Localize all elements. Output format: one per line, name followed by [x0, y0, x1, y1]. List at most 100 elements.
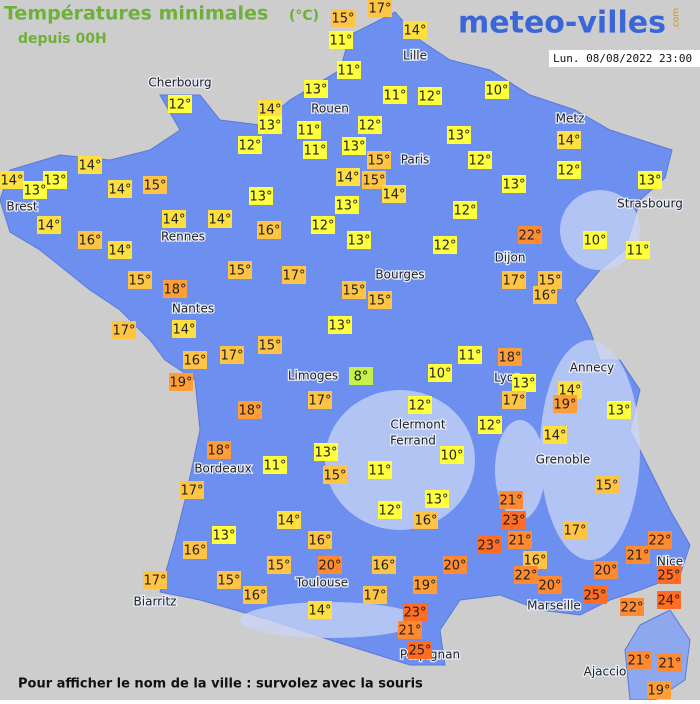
- temperature-label[interactable]: 16°: [183, 541, 207, 559]
- temperature-label[interactable]: 17°: [143, 571, 167, 589]
- temperature-label[interactable]: 19°: [169, 373, 193, 391]
- temperature-label[interactable]: 14°: [0, 171, 24, 189]
- temperature-label[interactable]: 14°: [78, 156, 102, 174]
- temperature-label[interactable]: 15°: [342, 281, 366, 299]
- temperature-label[interactable]: 23°: [477, 536, 501, 554]
- temperature-label[interactable]: 17°: [112, 321, 136, 339]
- temperature-label[interactable]: 12°: [311, 216, 335, 234]
- temperature-label[interactable]: 16°: [257, 221, 281, 239]
- temperature-label[interactable]: 14°: [403, 21, 427, 39]
- temperature-label[interactable]: 18°: [163, 280, 187, 298]
- temperature-label[interactable]: 20°: [594, 561, 618, 579]
- temperature-label[interactable]: 14°: [558, 381, 582, 399]
- temperature-label[interactable]: 20°: [443, 556, 467, 574]
- temperature-label[interactable]: 18°: [498, 348, 522, 366]
- temperature-label[interactable]: 15°: [258, 336, 282, 354]
- temperature-label[interactable]: 10°: [485, 81, 509, 99]
- temperature-label[interactable]: 20°: [318, 556, 342, 574]
- temperature-label[interactable]: 11°: [368, 461, 392, 479]
- temperature-label[interactable]: 12°: [418, 87, 442, 105]
- temperature-label[interactable]: 17°: [368, 0, 392, 17]
- temperature-label[interactable]: 23°: [403, 603, 427, 621]
- temperature-label[interactable]: 15°: [362, 171, 386, 189]
- temperature-label[interactable]: 13°: [258, 116, 282, 134]
- temperature-label[interactable]: 13°: [249, 187, 273, 205]
- temperature-label[interactable]: 8°: [349, 367, 373, 385]
- temperature-label[interactable]: 14°: [108, 180, 132, 198]
- temperature-label[interactable]: 17°: [502, 271, 526, 289]
- temperature-label[interactable]: 14°: [543, 426, 567, 444]
- temperature-label[interactable]: 13°: [335, 196, 359, 214]
- temperature-label[interactable]: 21°: [626, 546, 650, 564]
- temperature-label[interactable]: 17°: [363, 586, 387, 604]
- temperature-label[interactable]: 12°: [453, 201, 477, 219]
- temperature-label[interactable]: 15°: [367, 151, 391, 169]
- temperature-label[interactable]: 17°: [180, 481, 204, 499]
- temperature-label[interactable]: 15°: [228, 261, 252, 279]
- temperature-label[interactable]: 17°: [308, 391, 332, 409]
- temperature-label[interactable]: 14°: [277, 511, 301, 529]
- temperature-label[interactable]: 12°: [557, 161, 581, 179]
- temperature-label[interactable]: 13°: [328, 316, 352, 334]
- temperature-label[interactable]: 16°: [78, 231, 102, 249]
- temperature-label[interactable]: 19°: [413, 576, 437, 594]
- temperature-label[interactable]: 11°: [263, 456, 287, 474]
- temperature-label[interactable]: 14°: [382, 185, 406, 203]
- temperature-label[interactable]: 21°: [658, 654, 682, 672]
- temperature-label[interactable]: 12°: [408, 396, 432, 414]
- temperature-label[interactable]: 15°: [538, 271, 562, 289]
- temperature-label[interactable]: 13°: [425, 490, 449, 508]
- temperature-label[interactable]: 15°: [128, 271, 152, 289]
- temperature-label[interactable]: 12°: [478, 416, 502, 434]
- temperature-label[interactable]: 17°: [502, 391, 526, 409]
- temperature-label[interactable]: 14°: [308, 601, 332, 619]
- temperature-label[interactable]: 19°: [647, 681, 671, 699]
- temperature-label[interactable]: 14°: [162, 210, 186, 228]
- temperature-label[interactable]: 14°: [557, 131, 581, 149]
- temperature-label[interactable]: 23°: [502, 511, 526, 529]
- temperature-label[interactable]: 13°: [512, 374, 536, 392]
- temperature-label[interactable]: 14°: [208, 210, 232, 228]
- temperature-label[interactable]: 20°: [538, 576, 562, 594]
- temperature-label[interactable]: 22°: [514, 566, 538, 584]
- temperature-label[interactable]: 18°: [207, 441, 231, 459]
- temperature-label[interactable]: 25°: [657, 566, 681, 584]
- temperature-label[interactable]: 22°: [648, 531, 672, 549]
- temperature-label[interactable]: 25°: [583, 586, 607, 604]
- temperature-label[interactable]: 15°: [323, 466, 347, 484]
- temperature-label[interactable]: 15°: [267, 556, 291, 574]
- temperature-label[interactable]: 22°: [518, 226, 542, 244]
- temperature-label[interactable]: 10°: [583, 231, 607, 249]
- temperature-label[interactable]: 14°: [258, 100, 282, 118]
- temperature-label[interactable]: 13°: [314, 443, 338, 461]
- temperature-label[interactable]: 13°: [212, 526, 236, 544]
- temperature-label[interactable]: 13°: [304, 80, 328, 98]
- temperature-label[interactable]: 11°: [303, 141, 327, 159]
- temperature-label[interactable]: 15°: [331, 9, 355, 27]
- temperature-label[interactable]: 15°: [143, 176, 167, 194]
- temperature-label[interactable]: 21°: [398, 621, 422, 639]
- temperature-label[interactable]: 15°: [217, 571, 241, 589]
- temperature-label[interactable]: 14°: [108, 241, 132, 259]
- temperature-label[interactable]: 16°: [183, 351, 207, 369]
- temperature-label[interactable]: 15°: [368, 291, 392, 309]
- temperature-label[interactable]: 10°: [440, 446, 464, 464]
- temperature-label[interactable]: 16°: [308, 531, 332, 549]
- temperature-label[interactable]: 11°: [297, 121, 321, 139]
- temperature-label[interactable]: 12°: [378, 501, 402, 519]
- temperature-label[interactable]: 25°: [408, 641, 432, 659]
- temperature-label[interactable]: 13°: [502, 175, 526, 193]
- temperature-label[interactable]: 16°: [414, 511, 438, 529]
- temperature-label[interactable]: 14°: [37, 216, 61, 234]
- temperature-label[interactable]: 16°: [372, 556, 396, 574]
- temperature-label[interactable]: 15°: [595, 476, 619, 494]
- temperature-label[interactable]: 11°: [329, 31, 353, 49]
- temperature-label[interactable]: 12°: [433, 236, 457, 254]
- temperature-label[interactable]: 13°: [638, 171, 662, 189]
- temperature-label[interactable]: 19°: [553, 395, 577, 413]
- temperature-label[interactable]: 17°: [282, 266, 306, 284]
- temperature-label[interactable]: 14°: [172, 320, 196, 338]
- temperature-label[interactable]: 22°: [620, 598, 644, 616]
- temperature-label[interactable]: 12°: [238, 136, 262, 154]
- temperature-label[interactable]: 16°: [243, 586, 267, 604]
